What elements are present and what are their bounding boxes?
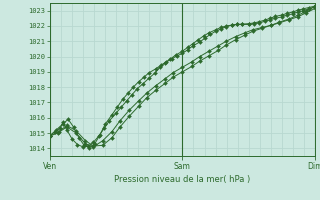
X-axis label: Pression niveau de la mer( hPa ): Pression niveau de la mer( hPa ) [114,175,251,184]
